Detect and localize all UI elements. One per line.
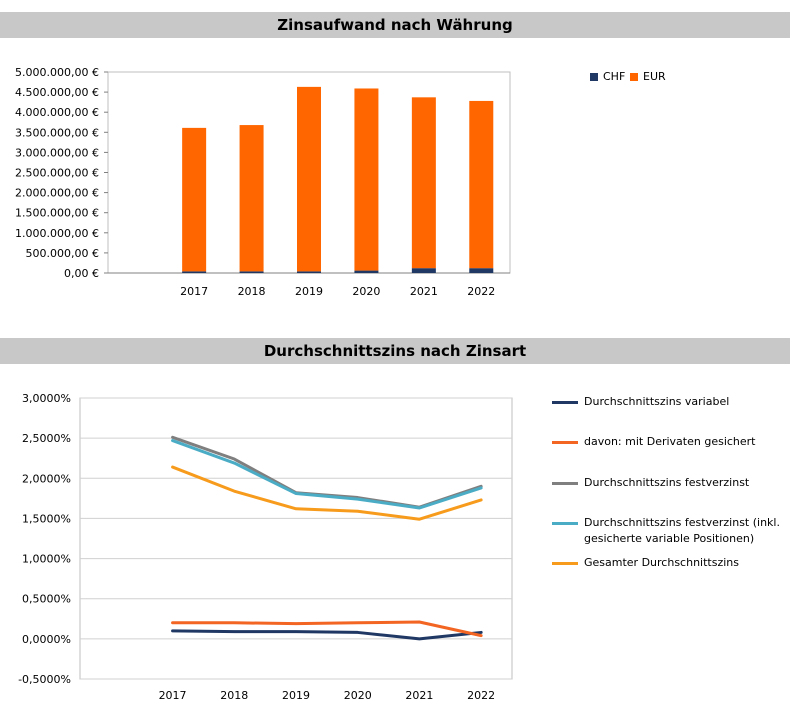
x-tick-label: 2019 [295,285,323,298]
bar-chf-2019 [297,271,321,273]
chart-2-title: Durchschnittszins nach Zinsart [0,338,790,364]
y-tick-label: 1,5000% [22,512,71,525]
series-line-3 [171,439,483,510]
x-tick-label: 2022 [467,285,495,298]
series-line-1 [171,620,483,638]
legend-label-gesamt: Gesamter Durchschnittszins [584,556,739,569]
x-tick-label: 2018 [238,285,266,298]
y-tick-label: 2.000.000,00 € [15,187,99,200]
legend-swatch-festverzinst-inkl [552,522,578,525]
bar-eur-2017 [182,127,207,272]
legend-swatch-eur [630,73,638,81]
line-chart: -0,5000% 0,0000% 0,5000% 1,0000% 1,5000% 2,00… [18,392,513,702]
bar-chf-2021 [411,268,436,273]
series-line-4 [171,465,483,521]
legend-label-chf: CHF [603,70,626,83]
y-tick-label: 0,5000% [22,593,71,606]
x-tick-label: 2021 [405,689,433,702]
legend-item-variabel: Durchschnittszins variabel [552,394,790,410]
series-line-0 [171,629,483,641]
bar-eur-2020 [354,88,379,271]
bar-chf-2020 [354,270,379,273]
legend-swatch-variabel [552,401,578,404]
bar-eur-2019 [297,86,321,272]
legend-label-variabel: Durchschnittszins variabel [584,395,730,408]
legend-label-eur: EUR [643,70,666,83]
y-tick-label: 3,0000% [22,392,71,405]
legend-item-eur: EUR [630,70,666,83]
bar-eur-2022 [469,100,494,269]
bar-eur-2018 [239,125,264,272]
y-tick-label: 2,0000% [22,472,71,485]
legend-item-festverzinst: Durchschnittszins festverzinst [552,475,790,491]
y-tick-label: 0,0000% [22,633,71,646]
x-tick-label: 2022 [467,689,495,702]
y-tick-label: 5.000.000,00 € [15,66,99,79]
legend-item-chf: CHF [590,70,625,83]
bar-eur-2021 [411,97,436,269]
y-tick-label: 4.500.000,00 € [15,86,99,99]
y-tick-label: 500.000,00 € [26,247,99,260]
chart-1-title: Zinsaufwand nach Währung [0,12,790,38]
legend-label-festverzinst-inkl-2: gesicherte variable Positionen) [584,532,755,545]
bar-chf-2017 [182,271,207,273]
legend-label-festverzinst-inkl-1: Durchschnittszins festverzinst (inkl. [584,516,780,529]
x-tick-label: 2020 [344,689,372,702]
bar-chart-legend: CHF EUR [590,70,710,86]
y-tick-label: 4.000.000,00 € [15,106,99,119]
y-tick-label: 2.500.000,00 € [15,167,99,180]
legend-swatch-festverzinst [552,482,578,485]
y-tick-label: 1.000.000,00 € [15,227,99,240]
y-tick-label: 3.500.000,00 € [15,126,99,139]
x-tick-label: 2017 [159,689,187,702]
bar-chart: 0,00 € 500.000,00 € 1.000.000,00 € 1.500.00… [15,66,511,298]
x-tick-label: 2017 [180,285,208,298]
bar-chf-2018 [239,271,264,273]
bar-chf-2022 [469,268,494,273]
legend-swatch-chf [590,73,598,81]
y-tick-label: 1.500.000,00 € [15,207,99,220]
y-tick-label: 1,0000% [22,553,71,566]
x-tick-label: 2021 [410,285,438,298]
x-tick-label: 2018 [220,689,248,702]
legend-swatch-gesamt [552,562,578,565]
legend-item-gesamt: Gesamter Durchschnittszins [552,555,790,571]
x-tick-label: 2019 [282,689,310,702]
legend-swatch-derivate [552,441,578,444]
legend-item-festverzinst-inkl: Durchschnittszins festverzinst (inkl. ge… [552,515,790,547]
legend-label-festverzinst: Durchschnittszins festverzinst [584,476,750,489]
y-tick-label: 3.000.000,00 € [15,146,99,159]
x-tick-label: 2020 [352,285,380,298]
legend-label-derivate: davon: mit Derivaten gesichert [584,435,756,448]
y-tick-label: 0,00 € [64,267,99,280]
line-chart-legend: Durchschnittszins variabel davon: mit De… [552,394,790,574]
y-tick-label: 2,5000% [22,432,71,445]
legend-item-derivate: davon: mit Derivaten gesichert [552,434,790,450]
y-tick-label: -0,5000% [18,673,71,686]
